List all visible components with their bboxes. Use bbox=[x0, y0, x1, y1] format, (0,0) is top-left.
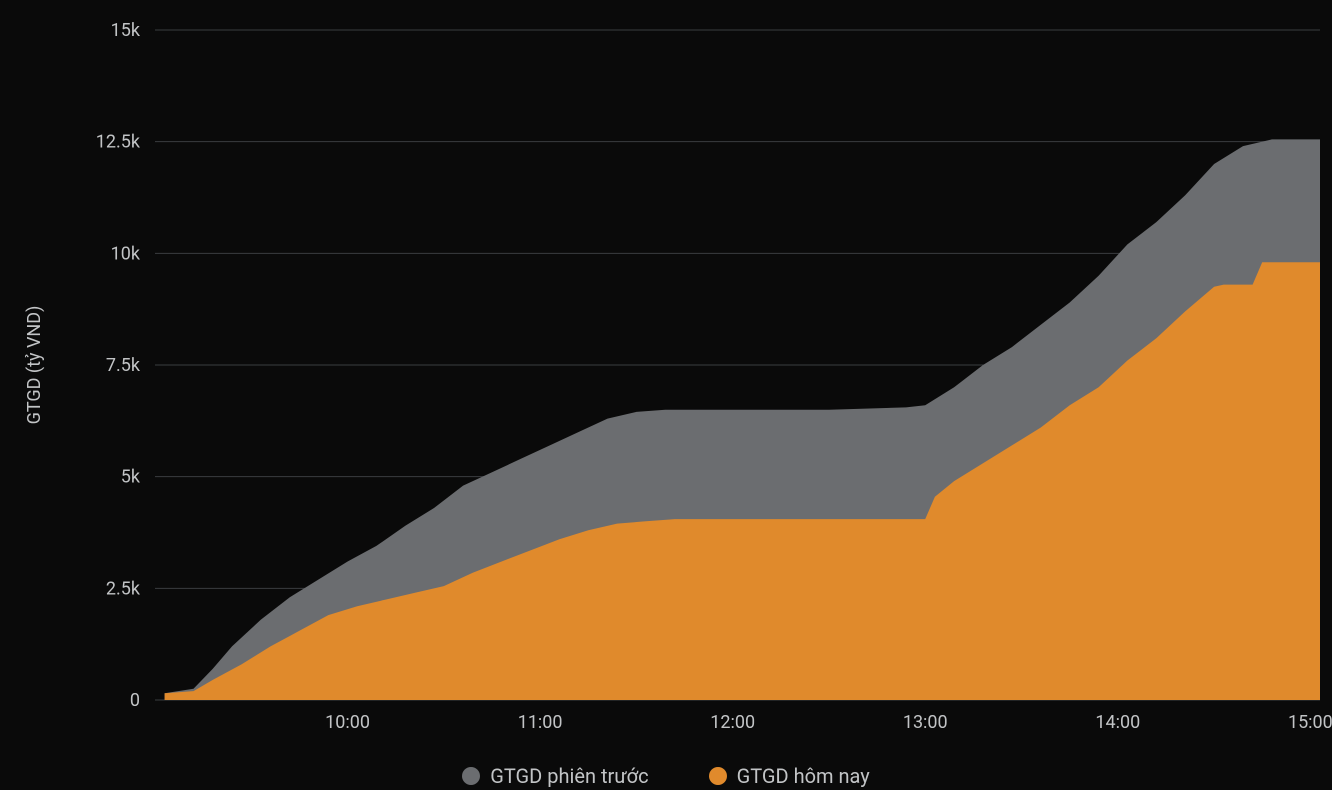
svg-text:GTGD (tỷ VND): GTGD (tỷ VND) bbox=[24, 306, 45, 425]
chart-svg: 0 2.5k 5k 7.5k 10k 12.5k 15k 10:00 11:00 12:00 13:… bbox=[0, 0, 1332, 760]
svg-text:10:00: 10:00 bbox=[325, 712, 370, 733]
svg-text:15:00: 15:00 bbox=[1288, 712, 1332, 733]
svg-text:10k: 10k bbox=[111, 243, 141, 264]
svg-text:14:00: 14:00 bbox=[1095, 712, 1140, 733]
legend-item-today[interactable]: GTGD hôm nay bbox=[709, 764, 870, 788]
svg-text:2.5k: 2.5k bbox=[106, 578, 141, 599]
svg-text:12:00: 12:00 bbox=[710, 712, 755, 733]
area-chart: 0 2.5k 5k 7.5k 10k 12.5k 15k 10:00 11:00 12:00 13:… bbox=[0, 0, 1332, 790]
legend-label-today: GTGD hôm nay bbox=[737, 764, 870, 788]
svg-text:15k: 15k bbox=[111, 20, 141, 41]
svg-text:12.5k: 12.5k bbox=[96, 132, 141, 153]
legend-label-previous: GTGD phiên trước bbox=[490, 764, 648, 788]
svg-text:0: 0 bbox=[130, 690, 140, 711]
legend-item-previous[interactable]: GTGD phiên trước bbox=[462, 764, 648, 788]
svg-text:7.5k: 7.5k bbox=[106, 355, 141, 376]
legend: GTGD phiên trước GTGD hôm nay bbox=[0, 764, 1332, 788]
legend-swatch-today bbox=[709, 767, 727, 785]
svg-text:13:00: 13:00 bbox=[903, 712, 948, 733]
svg-text:11:00: 11:00 bbox=[518, 712, 563, 733]
legend-swatch-previous bbox=[462, 767, 480, 785]
svg-text:5k: 5k bbox=[121, 467, 141, 488]
